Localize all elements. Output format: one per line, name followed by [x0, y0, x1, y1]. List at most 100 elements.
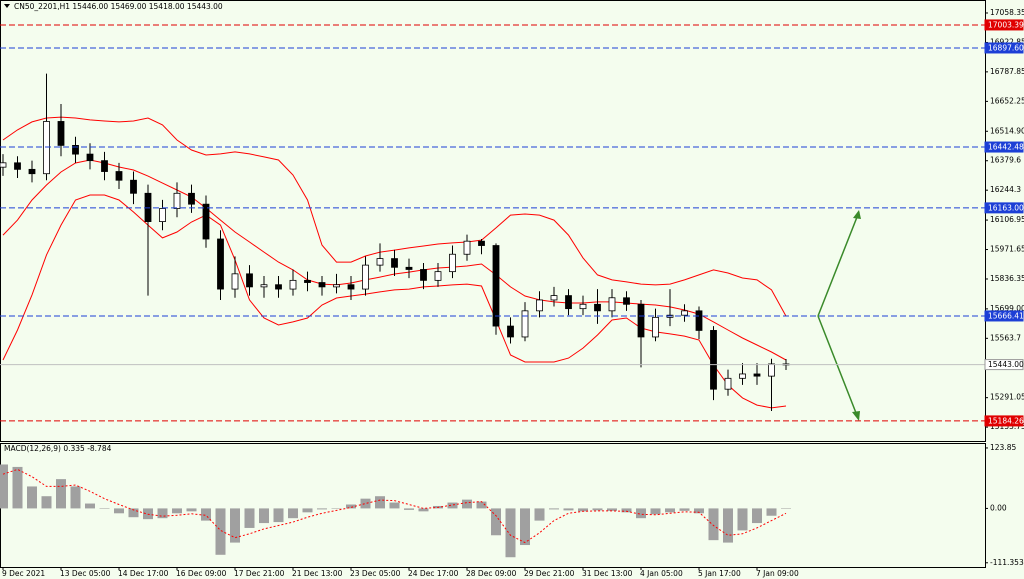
- chart-title: CN50_2201,H1 15446.00 15469.00 15418.00 …: [14, 2, 223, 11]
- candle-body: [478, 240, 485, 246]
- candle-body: [260, 284, 268, 288]
- y-tick-label: 15291.05: [990, 393, 1024, 402]
- level-label: 16163.00: [988, 203, 1024, 212]
- macd-bar: [578, 508, 588, 512]
- x-tick-label: 16 Dec 09:00: [176, 569, 227, 578]
- candle-body: [217, 238, 224, 290]
- candle-body: [231, 273, 239, 290]
- candle-body: [594, 303, 601, 312]
- macd-bar: [563, 508, 574, 511]
- y-tick-label: 15971.65: [990, 245, 1024, 254]
- candle-body: [753, 373, 761, 377]
- y-tick-label: 15836.35: [990, 274, 1024, 283]
- y-tick-label: 15563.7: [990, 333, 1021, 342]
- signal-line: [2, 468, 787, 544]
- candle-body: [405, 266, 413, 270]
- x-tick-label: 9 Dec 2021: [2, 569, 45, 578]
- candle-body: [362, 264, 369, 290]
- x-tick-label: 29 Dec 21:00: [524, 569, 575, 578]
- macd-title: MACD(12,26,9) 0.335 -8.784: [4, 444, 112, 453]
- level-tag: [984, 42, 1024, 54]
- macd-bar: [331, 508, 342, 509]
- macd-bar: [520, 508, 530, 546]
- y-tick-label: 16922.85: [990, 37, 1024, 46]
- macd-bar: [694, 508, 704, 514]
- macd-bar: [302, 508, 313, 513]
- candle-body: [333, 284, 340, 288]
- level-tag: [984, 310, 1024, 322]
- candle-body: [188, 192, 195, 205]
- candle-body: [608, 297, 616, 312]
- candle-body: [101, 160, 108, 172]
- macd-bar: [549, 508, 559, 510]
- candle-body: [57, 121, 65, 146]
- menu-icon[interactable]: [4, 4, 10, 8]
- candle-body: [521, 310, 529, 338]
- candle-body: [130, 179, 137, 194]
- x-tick-label: 24 Dec 17:00: [408, 569, 459, 578]
- candle-body: [318, 282, 326, 288]
- candle-body: [768, 363, 775, 377]
- candle-body: [86, 153, 94, 162]
- candle-body: [449, 253, 456, 273]
- candle-body: [681, 310, 688, 316]
- macd-bar: [607, 508, 617, 511]
- macd-bar: [201, 508, 211, 521]
- candle-body: [0, 162, 7, 168]
- candle-body: [652, 316, 659, 338]
- candle-body: [623, 297, 630, 305]
- y-tick-label: 16514.90: [990, 126, 1024, 135]
- macd-bar: [418, 508, 429, 512]
- candle-body: [159, 208, 166, 222]
- x-tick-label: 7 Jan 09:00: [756, 569, 799, 578]
- candle-body: [347, 284, 355, 290]
- candle-body: [376, 258, 384, 266]
- macd-bar: [534, 508, 545, 521]
- candle-body: [391, 258, 398, 268]
- macd-bar: [27, 486, 37, 509]
- candle-body: [14, 162, 21, 170]
- candle-body: [579, 303, 587, 310]
- candle-body: [434, 271, 442, 281]
- macd-bar: [259, 508, 269, 524]
- level-label: 16897.60: [988, 43, 1024, 52]
- macd-bar: [708, 508, 719, 541]
- macd-bar: [12, 466, 23, 509]
- forecast-arrow-up: [817, 211, 860, 317]
- candle-body: [637, 303, 645, 338]
- candle-body: [724, 377, 732, 390]
- macd-bar: [404, 508, 414, 510]
- macd-bar: [766, 508, 777, 516]
- macd-bar: [752, 508, 762, 524]
- macd-bar: [781, 508, 791, 509]
- candle-body: [507, 325, 514, 338]
- candle-body: [463, 240, 471, 255]
- candle-body: [43, 121, 50, 175]
- macd-bar: [0, 464, 8, 509]
- x-tick-label: 5 Jan 17:00: [698, 569, 741, 578]
- macd-bar: [462, 499, 472, 509]
- macd-bar: [244, 508, 255, 528]
- candle-body: [710, 330, 717, 390]
- candle-body: [275, 284, 282, 290]
- macd-bar: [56, 479, 66, 509]
- x-tick-label: 28 Dec 09:00: [466, 569, 517, 578]
- x-tick-label: 21 Dec 13:00: [292, 569, 343, 578]
- level-tag: [984, 141, 1024, 153]
- level-label: 15666.41: [988, 311, 1024, 320]
- y-tick-label: -111.353: [990, 558, 1024, 567]
- macd-bar: [505, 508, 516, 558]
- macd-bar: [375, 496, 385, 509]
- macd-bar: [447, 502, 458, 509]
- x-tick-label: 4 Jan 05:00: [640, 569, 683, 578]
- candle-body: [536, 299, 543, 312]
- y-tick-label: 16652.25: [990, 96, 1024, 105]
- candle-body: [492, 245, 500, 327]
- candle-body: [695, 310, 703, 331]
- candle-body: [246, 273, 253, 288]
- candle-body: [202, 203, 210, 240]
- x-tick-label: 17 Dec 21:00: [234, 569, 285, 578]
- macd-bar: [636, 508, 646, 519]
- level-label: 15443.00: [988, 360, 1024, 369]
